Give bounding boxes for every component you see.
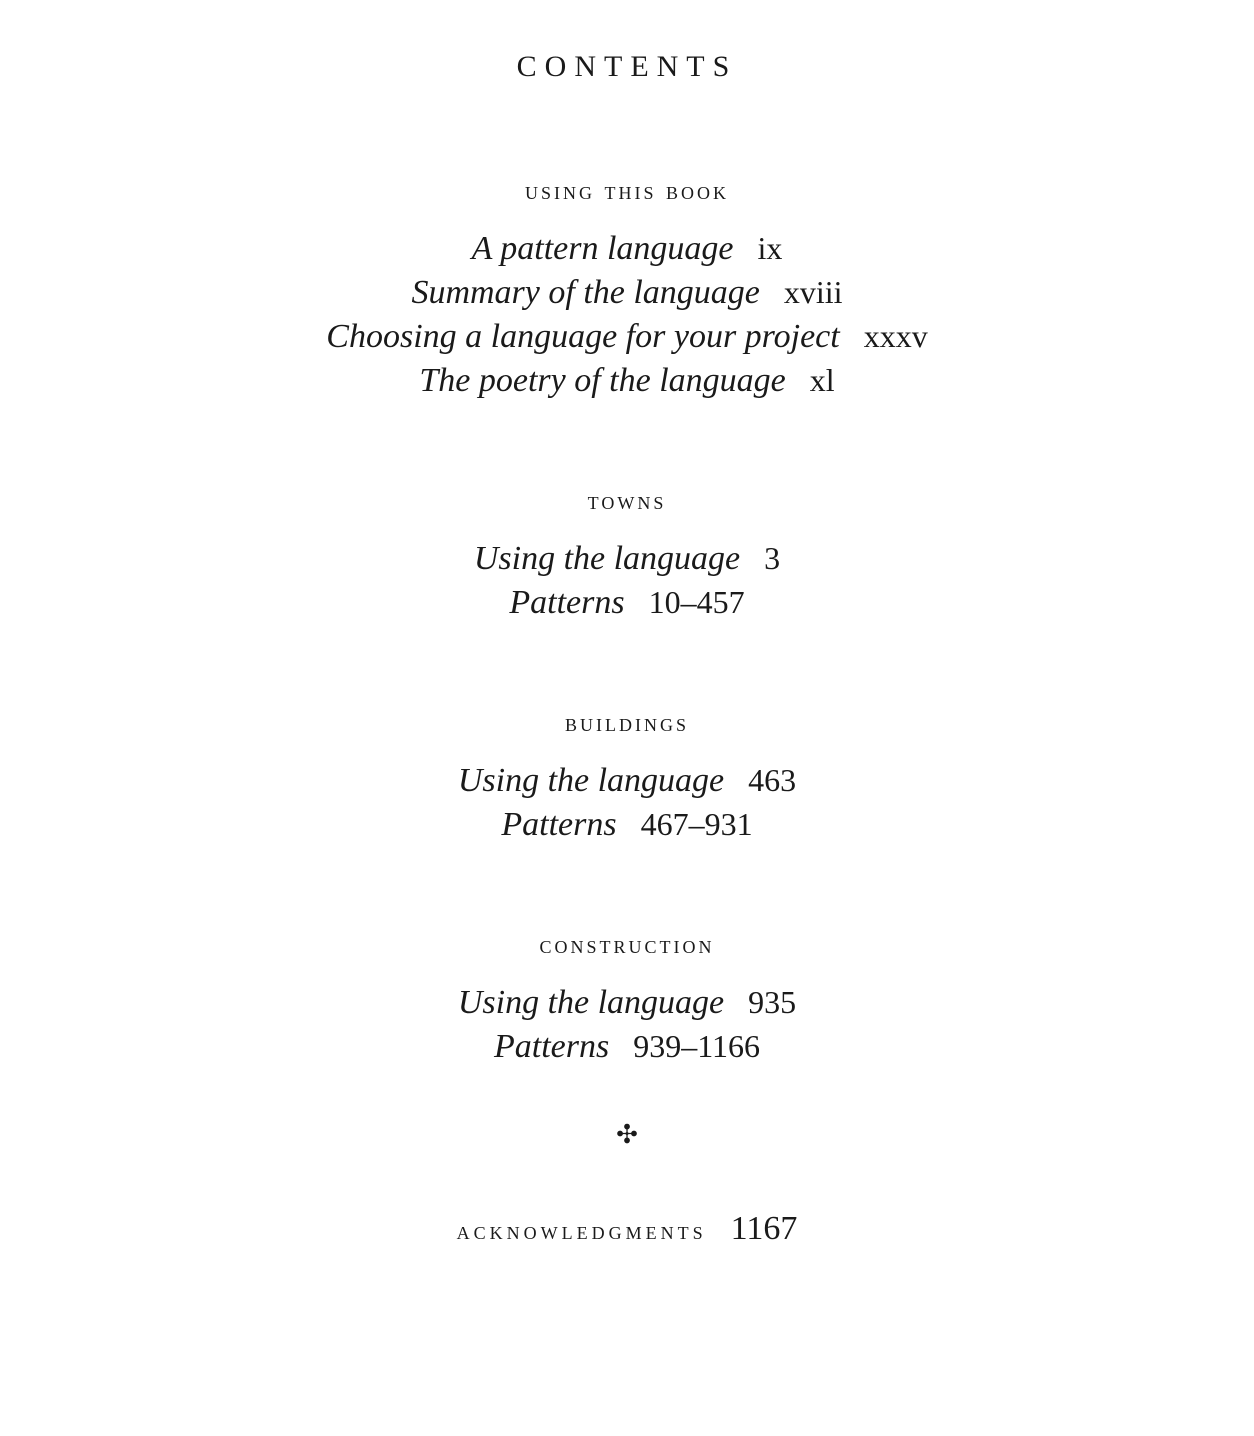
page-title: CONTENTS — [517, 50, 738, 84]
toc-entry: Patterns 467–931 — [458, 806, 796, 844]
toc-entry: Choosing a language for your project xxxv — [326, 318, 927, 356]
entry-title: Using the language — [458, 762, 724, 799]
section-using-this-book: using this book A pattern language ix Sum… — [326, 176, 927, 406]
section-buildings: buildings Using the language 463 Patterns… — [458, 708, 796, 850]
acknowledgments-page: 1167 — [731, 1210, 798, 1247]
entry-title: A pattern language — [472, 230, 734, 267]
section-heading: construction — [458, 930, 796, 960]
entry-title: Patterns — [494, 1028, 609, 1065]
section-heading: towns — [474, 486, 780, 516]
entry-page: ix — [758, 230, 783, 266]
entry-title: Using the language — [458, 984, 724, 1021]
entry-title: The poetry of the language — [419, 362, 785, 399]
entry-title: Patterns — [501, 806, 616, 843]
section-towns: towns Using the language 3 Patterns 10–457 — [474, 486, 780, 628]
entry-page: 10–457 — [649, 584, 745, 620]
toc-entry: Patterns 10–457 — [474, 584, 780, 622]
entry-page: 3 — [764, 540, 780, 576]
toc-entry: Using the language 935 — [458, 984, 796, 1022]
entry-page: 939–1166 — [633, 1028, 760, 1064]
entry-page: xl — [810, 362, 835, 398]
toc-entry: Summary of the language xviii — [326, 274, 927, 312]
acknowledgments-label: acknowledgments — [457, 1216, 707, 1245]
section-heading: using this book — [326, 176, 927, 206]
entry-page: 935 — [748, 984, 796, 1020]
entry-title: Patterns — [509, 584, 624, 621]
entry-title: Summary of the language — [411, 274, 759, 311]
ornament-icon: ✣ — [616, 1120, 638, 1150]
entry-title: Using the language — [474, 540, 740, 577]
entry-page: 467–931 — [641, 806, 753, 842]
toc-entry: The poetry of the language xl — [326, 362, 927, 400]
toc-entry: A pattern language ix — [326, 230, 927, 268]
section-construction: construction Using the language 935 Patte… — [458, 930, 796, 1072]
toc-entry: Using the language 463 — [458, 762, 796, 800]
entry-page: xviii — [784, 274, 843, 310]
entry-page: 463 — [748, 762, 796, 798]
entry-title: Choosing a language for your project — [326, 318, 839, 355]
acknowledgments-line: acknowledgments 1167 — [457, 1210, 798, 1248]
toc-entry: Using the language 3 — [474, 540, 780, 578]
toc-entry: Patterns 939–1166 — [458, 1028, 796, 1066]
section-heading: buildings — [458, 708, 796, 738]
entry-page: xxxv — [864, 318, 928, 354]
